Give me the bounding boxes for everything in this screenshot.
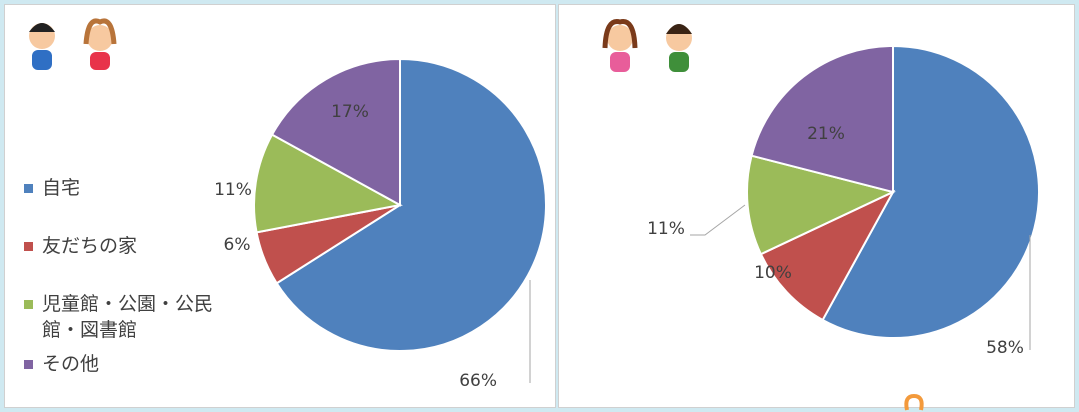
data-label: 66% <box>459 371 497 391</box>
legend-swatch <box>24 184 33 193</box>
legend-label: その他 <box>42 353 100 375</box>
data-label: 11% <box>214 180 252 200</box>
pie-slice <box>750 44 894 194</box>
pie-slice <box>253 133 403 234</box>
data-label: 58% <box>986 338 1024 358</box>
legend-item: 友だちの家 <box>24 233 224 259</box>
data-label: 10% <box>754 263 792 283</box>
pie-slice <box>759 189 896 322</box>
legend-item: 自宅 <box>24 175 224 201</box>
legend-swatch <box>24 242 33 251</box>
data-label: 6% <box>224 235 251 255</box>
legend-label: 自宅 <box>42 177 81 199</box>
pie-slice <box>746 154 896 256</box>
data-label: 11% <box>647 219 685 239</box>
pie-slice <box>275 57 547 352</box>
pie-slice <box>821 44 1040 339</box>
data-label: 17% <box>331 102 369 122</box>
data-label: 21% <box>807 124 845 144</box>
pie-slice <box>270 57 401 207</box>
leader-line <box>690 204 746 236</box>
legend-swatch <box>24 300 33 309</box>
legend-label: 友だちの家 <box>42 235 138 257</box>
icons <box>29 18 924 411</box>
legend-item: 児童館・公園・公民館・図書館 <box>24 291 214 343</box>
legend-item: その他 <box>24 351 224 377</box>
legend-label: 児童館・公園・公民館・図書館 <box>42 293 214 341</box>
legend-swatch <box>24 360 33 369</box>
